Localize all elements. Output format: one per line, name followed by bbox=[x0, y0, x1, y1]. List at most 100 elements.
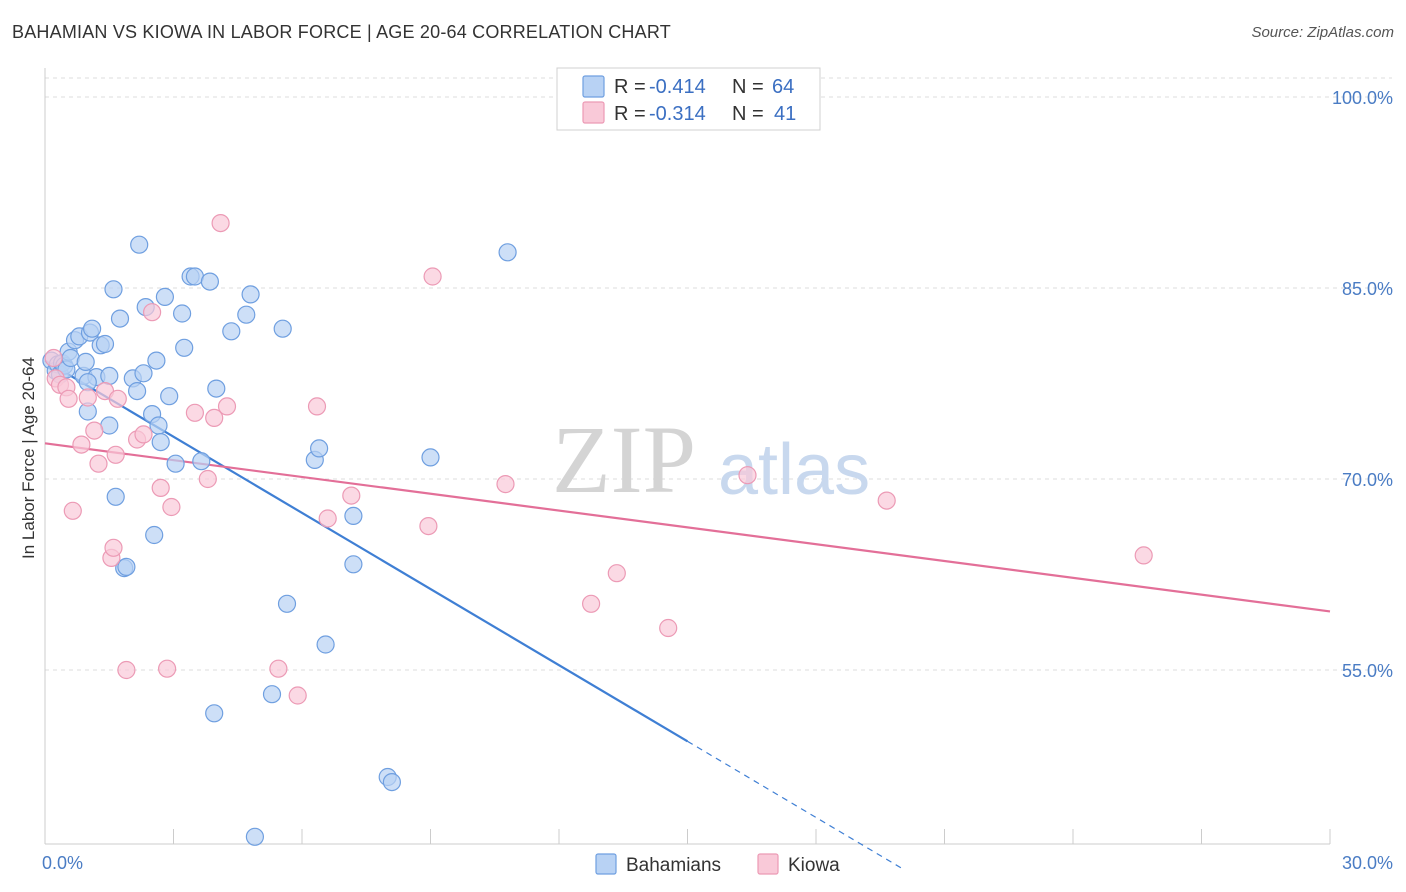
point-kiowa bbox=[162, 497, 181, 517]
point-bahamians bbox=[316, 635, 335, 654]
point-kiowa bbox=[158, 659, 177, 678]
point-bahamians bbox=[207, 379, 226, 398]
point-bahamians bbox=[106, 487, 125, 506]
point-bahamians bbox=[222, 322, 241, 341]
trendline-extension-bahamians bbox=[687, 740, 902, 869]
x-tick-label: 30.0% bbox=[1342, 853, 1393, 873]
point-bahamians bbox=[61, 348, 80, 368]
point-bahamians bbox=[382, 772, 401, 792]
point-bahamians bbox=[95, 334, 115, 354]
point-kiowa bbox=[44, 348, 63, 368]
point-kiowa bbox=[217, 397, 237, 416]
point-kiowa bbox=[738, 466, 757, 485]
point-bahamians bbox=[100, 366, 119, 385]
point-kiowa bbox=[307, 397, 327, 416]
point-kiowa bbox=[419, 516, 438, 536]
trendline-kiowa bbox=[44, 442, 1331, 613]
point-kiowa bbox=[117, 660, 136, 680]
point-bahamians bbox=[205, 704, 224, 723]
point-bahamians bbox=[155, 287, 174, 306]
point-bahamians bbox=[344, 506, 363, 526]
y-tick-label: 70.0% bbox=[1342, 470, 1393, 490]
point-bahamians bbox=[166, 454, 185, 473]
ticks-layer: 100.0% 85.0% 70.0% 55.0% 0.0% 30.0% bbox=[42, 88, 1393, 873]
legend-swatch-kiowa bbox=[582, 101, 605, 124]
point-bahamians bbox=[277, 594, 297, 613]
point-kiowa bbox=[423, 267, 442, 286]
point-bahamians bbox=[134, 364, 153, 383]
point-kiowa bbox=[607, 564, 626, 583]
point-kiowa bbox=[151, 478, 170, 497]
chart-source: Source: ZipAtlas.com bbox=[1251, 24, 1394, 41]
y-tick-label: 55.0% bbox=[1342, 661, 1393, 681]
point-bahamians bbox=[173, 304, 192, 323]
y-tick-label: 85.0% bbox=[1342, 279, 1393, 299]
point-bahamians bbox=[498, 243, 517, 262]
point-kiowa bbox=[659, 618, 678, 638]
point-bahamians bbox=[160, 387, 179, 406]
legend-r-label-bahamians: R = bbox=[614, 76, 646, 98]
point-kiowa bbox=[342, 486, 361, 505]
grid-layer bbox=[45, 77, 1392, 671]
legend-n-value-bahamians: 64 bbox=[772, 76, 794, 98]
point-kiowa bbox=[211, 214, 230, 233]
point-kiowa bbox=[269, 659, 288, 678]
y-axis-label: In Labor Force | Age 20-64 bbox=[19, 357, 38, 559]
point-kiowa bbox=[108, 389, 127, 408]
point-kiowa bbox=[134, 425, 153, 444]
point-bahamians bbox=[147, 351, 166, 370]
point-kiowa bbox=[205, 408, 224, 427]
bottom-legend-label-bahamians: Bahamians bbox=[626, 855, 721, 876]
legend-r-label-kiowa: R = bbox=[614, 103, 646, 125]
legend-r-value-kiowa: -0.314 bbox=[649, 103, 706, 125]
point-kiowa bbox=[89, 454, 108, 473]
point-bahamians bbox=[421, 448, 440, 467]
point-kiowa bbox=[185, 403, 204, 422]
point-bahamians bbox=[82, 319, 102, 338]
point-kiowa bbox=[496, 475, 515, 494]
point-bahamians bbox=[241, 285, 260, 304]
top-legend: R = -0.414 N = 64 R = -0.314 N = 41 bbox=[556, 67, 821, 131]
point-bahamians bbox=[104, 280, 123, 299]
point-bahamians bbox=[192, 452, 211, 471]
legend-n-value-kiowa: 41 bbox=[774, 103, 796, 125]
point-bahamians bbox=[117, 557, 136, 577]
legend-swatch-bahamians bbox=[582, 75, 605, 98]
point-bahamians bbox=[344, 555, 363, 574]
point-bahamians bbox=[273, 319, 292, 338]
point-bahamians bbox=[76, 352, 95, 371]
watermark: ZIP atlas bbox=[552, 406, 870, 513]
point-kiowa bbox=[143, 303, 162, 322]
point-bahamians bbox=[130, 235, 149, 254]
point-bahamians bbox=[110, 309, 130, 328]
point-kiowa bbox=[1134, 546, 1153, 565]
bottom-legend: Bahamians Kiowa bbox=[595, 853, 840, 876]
point-kiowa bbox=[72, 435, 91, 454]
watermark-zip-text: ZIP bbox=[552, 406, 696, 513]
legend-n-label-kiowa: N = bbox=[732, 103, 764, 125]
x-tick-label: 0.0% bbox=[42, 853, 83, 873]
legend-r-value-bahamians: -0.414 bbox=[649, 76, 706, 98]
point-kiowa bbox=[288, 686, 307, 705]
point-kiowa bbox=[104, 538, 123, 557]
point-bahamians bbox=[78, 373, 97, 392]
point-kiowa bbox=[877, 491, 896, 510]
point-kiowa bbox=[85, 421, 104, 440]
point-bahamians bbox=[149, 416, 168, 435]
point-bahamians bbox=[200, 272, 219, 291]
point-bahamians bbox=[310, 439, 329, 458]
bottom-legend-swatch-kiowa bbox=[757, 853, 779, 875]
point-bahamians bbox=[237, 305, 256, 324]
point-kiowa bbox=[63, 501, 82, 520]
point-bahamians bbox=[175, 338, 194, 357]
point-bahamians bbox=[128, 382, 147, 401]
point-bahamians bbox=[262, 685, 282, 704]
chart-title: BAHAMIAN VS KIOWA IN LABOR FORCE | AGE 2… bbox=[12, 22, 671, 42]
point-bahamians bbox=[245, 827, 264, 846]
y-tick-label: 100.0% bbox=[1332, 88, 1393, 108]
point-kiowa bbox=[581, 594, 601, 613]
point-bahamians bbox=[145, 525, 164, 545]
point-kiowa bbox=[318, 509, 337, 528]
legend-n-label-bahamians: N = bbox=[732, 76, 764, 98]
